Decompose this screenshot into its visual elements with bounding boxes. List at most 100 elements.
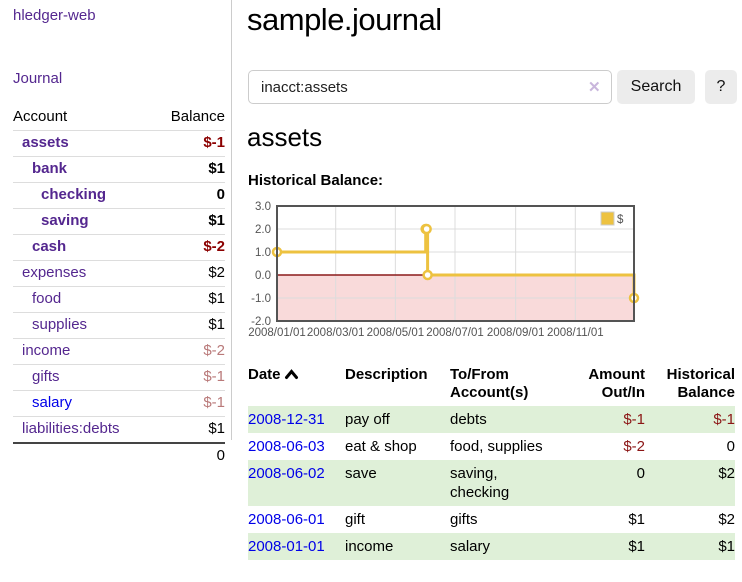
account-link-salary[interactable]: salary	[32, 394, 73, 411]
accounts-table: Account Balance assets $-1 bank $1 checking 0…	[13, 104, 225, 469]
transaction-balance: $2	[718, 511, 735, 528]
transaction-date-link[interactable]: 2008-06-03	[248, 433, 345, 460]
transaction-date-link[interactable]: 2008-12-31	[248, 406, 345, 433]
transaction-amount: 0	[636, 465, 645, 482]
transaction-amount: $1	[628, 538, 645, 555]
transaction-date-link[interactable]: 2008-06-01	[248, 511, 325, 528]
transaction-date-link[interactable]: 2008-06-03	[248, 438, 325, 455]
accounts-total-value: 0	[153, 442, 225, 469]
account-balance: 0	[153, 182, 225, 209]
y-axis-tick-label: 1.0	[255, 247, 271, 259]
account-link-supplies[interactable]: supplies	[32, 316, 88, 333]
account-link-gifts[interactable]: gifts	[32, 368, 60, 385]
accounts-header-row: Account Balance	[13, 104, 225, 131]
search-button[interactable]: Search	[617, 70, 695, 104]
data-point-marker	[421, 223, 432, 235]
sidebar-item-journal[interactable]: Journal	[13, 70, 63, 87]
transaction-date-link[interactable]: 2008-01-01	[248, 533, 345, 560]
account-balance: $1	[153, 156, 225, 183]
account-row: salary $-1	[13, 390, 225, 417]
transaction-date-link[interactable]: 2008-12-31	[248, 411, 325, 428]
accounts-header-account: Account	[13, 108, 68, 125]
transaction-description: income	[345, 538, 394, 555]
account-balance: $-1	[153, 390, 225, 417]
search-input[interactable]	[248, 70, 612, 104]
account-link-income[interactable]: income	[22, 342, 71, 359]
account-row: liabilities:debts $1	[13, 416, 225, 443]
transaction-date-link[interactable]: 2008-06-02	[248, 465, 325, 482]
help-button[interactable]: ?	[705, 70, 737, 104]
register-header-date[interactable]: Date	[248, 362, 345, 406]
transaction-amount: $-1	[623, 411, 645, 428]
legend-swatch	[600, 211, 615, 226]
account-balance: $1	[153, 312, 225, 339]
register-header-amount: Amount Out/In	[588, 366, 645, 401]
y-axis-tick-label: 0.0	[255, 270, 271, 282]
account-balance: $-2	[153, 338, 225, 365]
account-balance: $1	[153, 416, 225, 443]
transaction-description: save	[345, 465, 377, 482]
data-point-marker	[422, 269, 433, 281]
legend-label: $	[617, 214, 624, 226]
account-balance: $2	[153, 260, 225, 287]
transaction-balance: 0	[726, 438, 735, 455]
account-row: food $1	[13, 286, 225, 313]
y-axis-tick-label: -1.0	[251, 293, 271, 305]
account-balance: $1	[153, 286, 225, 313]
y-axis-tick-label: 3.0	[255, 201, 271, 213]
account-row: checking 0	[13, 182, 225, 209]
account-row: cash $-2	[13, 234, 225, 261]
register-row: 2008-12-31 pay off debts $-1 $-1	[248, 406, 735, 433]
account-heading: assets	[247, 122, 323, 152]
account-link-checking[interactable]: checking	[41, 186, 107, 203]
account-balance: $-2	[153, 234, 225, 261]
transaction-date-link[interactable]: 2008-06-01	[248, 506, 345, 533]
account-balance: $-1	[153, 364, 225, 391]
transaction-date-link[interactable]: 2008-01-01	[248, 538, 325, 555]
transaction-amount: $-2	[623, 438, 645, 455]
transaction-description: eat & shop	[345, 438, 417, 455]
account-link-assets[interactable]: assets	[22, 134, 69, 151]
transaction-date-link[interactable]: 2008-06-02	[248, 460, 345, 506]
register-row: 2008-06-01 gift gifts $1 $2	[248, 506, 735, 533]
transaction-description: pay off	[345, 411, 390, 428]
account-link-cash[interactable]: cash	[32, 238, 67, 255]
register-header-row: Date Description To/From Account(s) Amou…	[248, 362, 735, 406]
transaction-accounts: debts	[450, 411, 487, 428]
account-link-food[interactable]: food	[32, 290, 62, 307]
x-axis-tick-label: 2008/05/01	[367, 327, 425, 339]
app-title-link[interactable]: hledger-web	[13, 7, 96, 24]
account-row: income $-2	[13, 338, 225, 365]
register-header-balance: Historical Balance	[666, 366, 735, 401]
page-title: sample.journal	[247, 2, 442, 37]
clear-search-icon[interactable]: ✕	[588, 79, 601, 96]
y-axis-tick-label: 2.0	[255, 224, 271, 236]
chart-title: Historical Balance:	[248, 172, 384, 189]
x-axis-tick-label: 2008/03/01	[307, 327, 365, 339]
account-row: saving $1	[13, 208, 225, 235]
x-axis-tick-label: 2008/11/01	[547, 327, 604, 339]
transaction-amount: $1	[628, 511, 645, 528]
accounts-header-balance: Balance	[170, 108, 225, 125]
account-row: expenses $2	[13, 260, 225, 287]
account-row: bank $1	[13, 156, 225, 183]
account-link-expenses[interactable]: expenses	[22, 264, 87, 281]
transaction-balance: $-1	[713, 411, 735, 428]
account-link-bank[interactable]: bank	[32, 160, 68, 177]
y-axis-tick-label: -2.0	[251, 316, 271, 328]
transaction-accounts: gifts	[450, 511, 478, 528]
chart-border	[276, 205, 635, 322]
account-link-liabilities-debts[interactable]: liabilities:debts	[22, 420, 120, 437]
x-axis-tick-label: 2008/09/01	[487, 327, 545, 339]
transaction-accounts: food, supplies	[450, 438, 543, 455]
account-balance: $-1	[153, 130, 225, 157]
register-header-accounts: To/From Account(s)	[450, 366, 529, 401]
x-axis-tick-label: 2008/01/01	[248, 327, 306, 339]
account-balance: $1	[153, 208, 225, 235]
register-table: Date Description To/From Account(s) Amou…	[248, 362, 735, 560]
accounts-total-row: 0	[13, 442, 225, 469]
transaction-accounts: saving, checking	[450, 465, 510, 501]
register-row: 2008-01-01 income salary $1 $1	[248, 533, 735, 560]
account-link-saving[interactable]: saving	[41, 212, 89, 229]
